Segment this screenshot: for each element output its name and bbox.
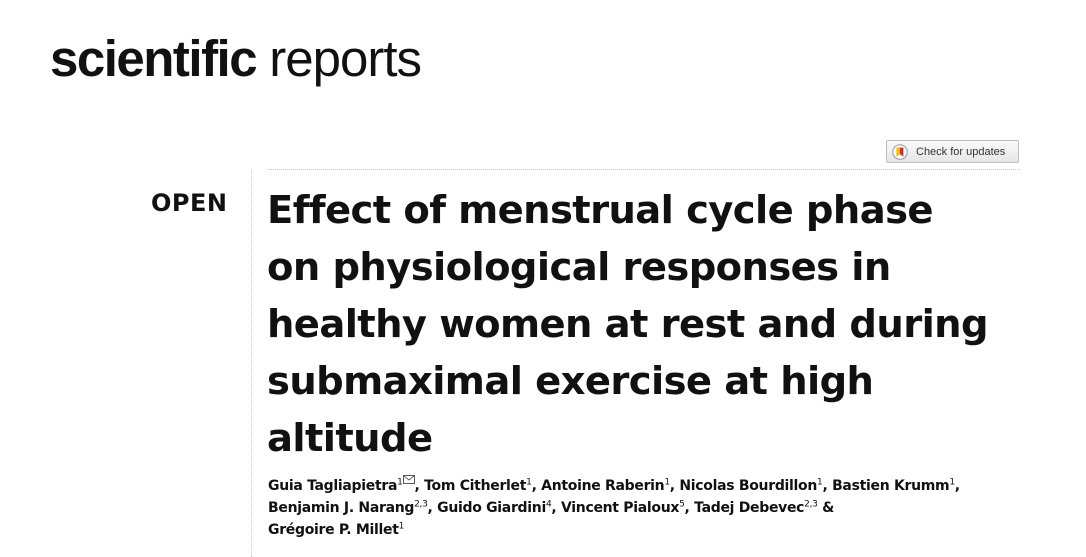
- affiliation-superscript: 1: [949, 477, 955, 488]
- author[interactable]: Tadej Debevec2,3: [694, 499, 818, 516]
- affiliation-superscript: 1: [397, 477, 403, 488]
- author-name: Benjamin J. Narang: [268, 500, 415, 516]
- check-for-updates-label: Check for updates: [916, 145, 1006, 158]
- author[interactable]: Grégoire P. Millet1: [268, 522, 404, 538]
- author-name: Guia Tagliapietra: [268, 478, 398, 494]
- title-line: healthy women at rest and during: [267, 302, 989, 347]
- author-name: Tadej Debevec: [694, 500, 805, 516]
- affiliation-superscript: 2,3: [414, 499, 428, 510]
- affiliation-superscript: 4: [545, 499, 552, 510]
- journal-name-bold: scientific: [50, 30, 258, 87]
- title-line: Effect of menstrual cycle phase: [267, 188, 934, 233]
- author-name: Antoine Raberin: [541, 478, 665, 494]
- author-name: Guido Giardini: [437, 500, 546, 516]
- author-name: Vincent Pialoux: [560, 500, 680, 516]
- author-separator: ,: [414, 478, 425, 494]
- author[interactable]: Guia Tagliapietra1: [268, 475, 415, 494]
- author-separator: ,: [427, 500, 438, 516]
- author-separator: ,: [551, 500, 561, 516]
- email-icon[interactable]: [402, 475, 415, 485]
- author-separator: &: [817, 500, 835, 516]
- affiliation-superscript: 1: [817, 477, 823, 488]
- author-separator: ,: [531, 478, 542, 494]
- author[interactable]: Benjamin J. Narang2,3: [268, 500, 428, 516]
- author-line: Grégoire P. Millet1: [268, 519, 1058, 541]
- author[interactable]: Guido Giardini4: [437, 499, 552, 516]
- check-for-updates-button[interactable]: Check for updates: [886, 140, 1019, 163]
- author-name: Grégoire P. Millet: [268, 522, 399, 538]
- header-divider: [268, 169, 1020, 170]
- author-separator: ,: [954, 478, 960, 494]
- author-name: Bastien Krumm: [832, 478, 950, 494]
- crossmark-icon: [892, 143, 908, 160]
- author[interactable]: Nicolas Bourdillon1: [679, 478, 822, 494]
- affiliation-superscript: 1: [526, 477, 532, 488]
- author-list: Guia Tagliapietra1, Tom Citherlet1, Anto…: [268, 475, 1058, 541]
- author-name: Tom Citherlet: [424, 478, 527, 494]
- affiliation-superscript: 2,3: [804, 499, 818, 510]
- author-separator: ,: [669, 478, 680, 494]
- author[interactable]: Tom Citherlet1: [424, 477, 532, 494]
- title-line: on physiological responses in: [267, 245, 891, 290]
- title-line: altitude: [267, 416, 433, 461]
- author[interactable]: Vincent Pialoux5: [561, 500, 685, 516]
- column-divider: [251, 170, 252, 557]
- affiliation-superscript: 1: [664, 477, 670, 488]
- author[interactable]: Bastien Krumm1: [832, 478, 955, 494]
- author-line: Guia Tagliapietra1, Tom Citherlet1, Anto…: [268, 475, 1058, 497]
- journal-name-regular: reports: [269, 30, 422, 87]
- affiliation-superscript: 5: [679, 499, 685, 510]
- article-title: Effect of menstrual cycle phase on physio…: [267, 182, 1027, 467]
- author-separator: ,: [822, 478, 833, 494]
- author-line: Benjamin J. Narang2,3, Guido Giardini4, …: [268, 497, 1058, 519]
- author[interactable]: Antoine Raberin1: [541, 478, 670, 494]
- title-line: submaximal exercise at high: [267, 359, 874, 404]
- open-access-label: OPEN: [151, 189, 228, 217]
- author-name: Nicolas Bourdillon: [679, 478, 818, 494]
- affiliation-superscript: 1: [398, 521, 405, 532]
- journal-logo: scientific reports: [50, 26, 422, 92]
- author-separator: ,: [684, 500, 695, 516]
